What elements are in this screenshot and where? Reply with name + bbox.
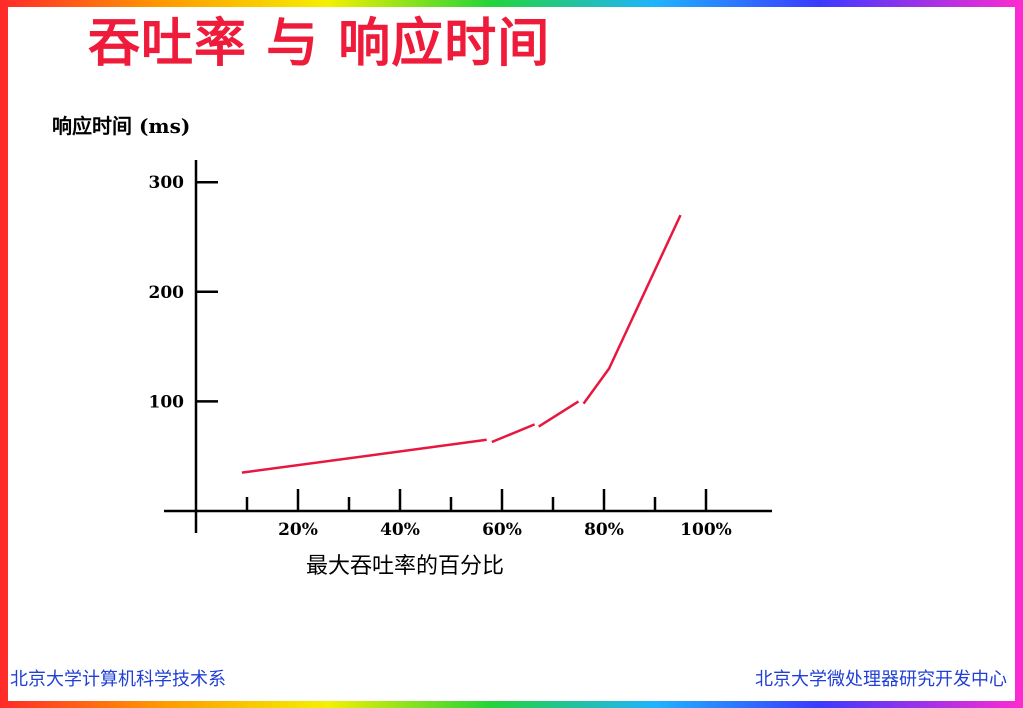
x-tick-label: 100% (680, 520, 732, 540)
series-line-segment (491, 423, 536, 444)
y-tick-label: 100 (149, 392, 185, 412)
y-tick-label: 200 (149, 283, 185, 303)
series-line-segment (241, 438, 487, 474)
x-axis-label: 最大吞吐率的百分比 (306, 554, 505, 579)
x-tick-label: 60% (482, 520, 522, 540)
chart-axes (164, 160, 772, 533)
series-line-segment (582, 214, 682, 405)
y-tick-label: 300 (149, 173, 185, 193)
chart-series (241, 214, 682, 474)
series-line-segment (538, 400, 580, 428)
slide-title: 吞吐率 与 响应时间 (88, 14, 551, 74)
slide (8, 7, 1015, 701)
x-tick-label: 80% (584, 520, 624, 540)
footer-department: 北京大学计算机科学技术系 (10, 669, 226, 690)
x-tick-label: 40% (380, 520, 420, 540)
x-tick-label: 20% (278, 520, 318, 540)
footer-research-center: 北京大学微处理器研究开发中心 (755, 669, 1007, 690)
chart-ticks (196, 180, 708, 511)
y-axis-label: 响应时间 (ms) (52, 114, 191, 138)
chart-tick-labels: 100 200 300 20% 40% 60% 80% 100% (149, 173, 732, 540)
